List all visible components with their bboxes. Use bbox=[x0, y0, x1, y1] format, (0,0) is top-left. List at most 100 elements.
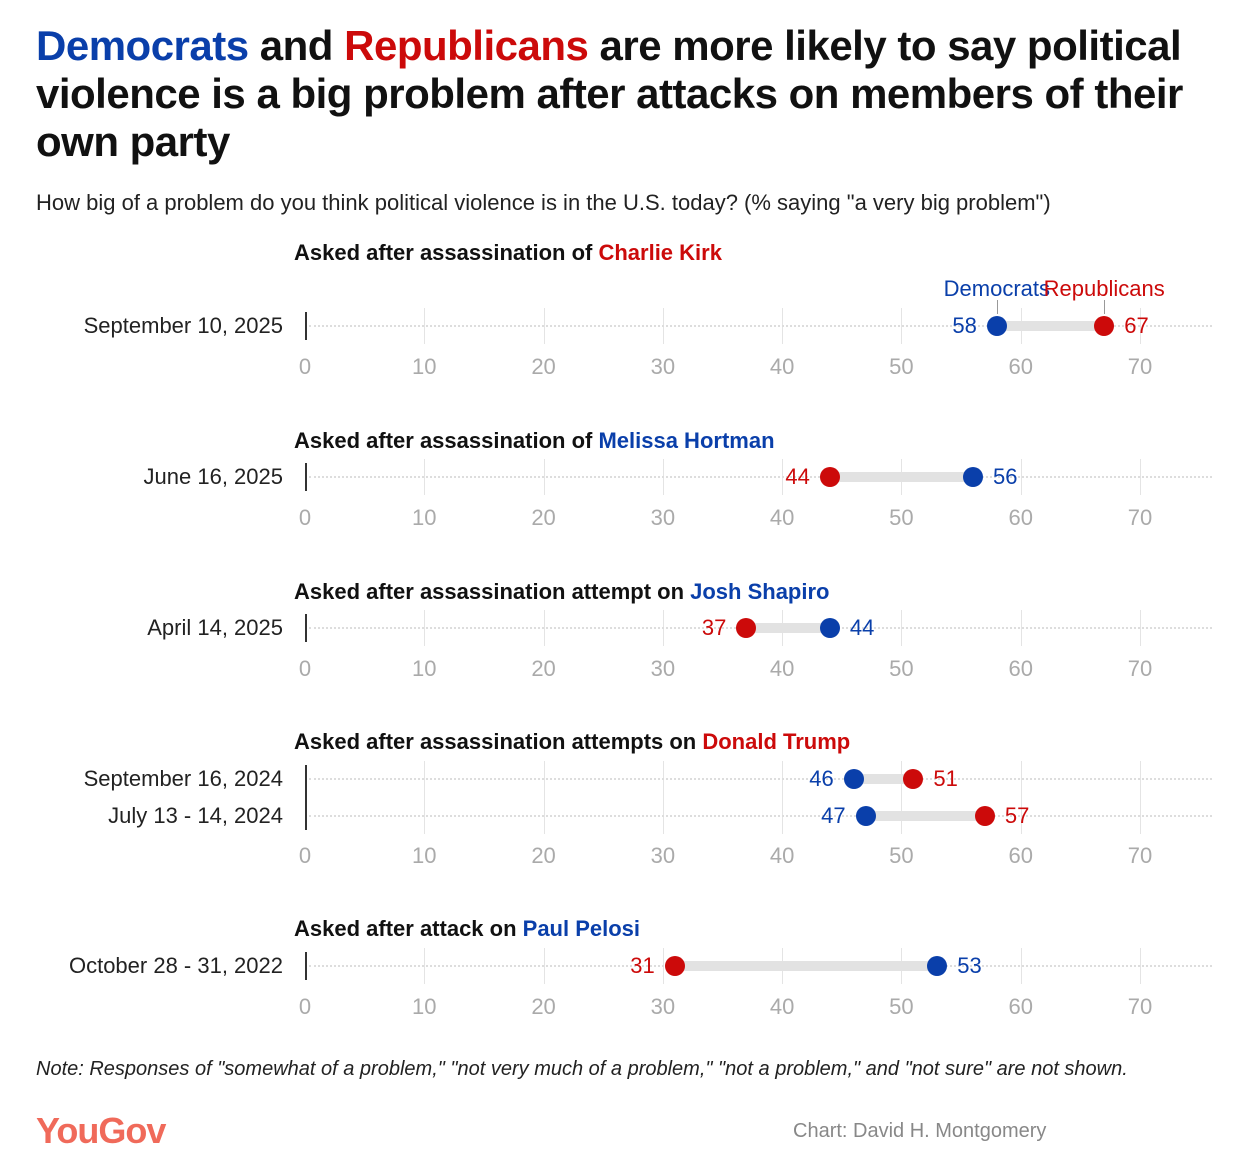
dem-value-label: 58 bbox=[952, 313, 977, 338]
rep-value-label: 67 bbox=[1124, 313, 1149, 338]
row-label: September 10, 2025 bbox=[83, 313, 283, 338]
rep-dot bbox=[819, 467, 840, 487]
range-bar bbox=[853, 774, 914, 784]
axis-tick-label: 10 bbox=[412, 505, 437, 530]
dem-value-label: 47 bbox=[821, 803, 846, 828]
axis-tick-label: 20 bbox=[531, 994, 556, 1019]
row-dotted-line bbox=[309, 815, 1212, 817]
gridline bbox=[424, 761, 426, 834]
chart-title: Democrats and Republicans are more likel… bbox=[36, 22, 1216, 166]
legend-rep: Republicans bbox=[1043, 276, 1165, 301]
axis-tick-label: 40 bbox=[769, 843, 795, 868]
axis-tick-label: 30 bbox=[650, 994, 676, 1019]
dem-dot bbox=[963, 467, 983, 487]
axis-tick-label: 70 bbox=[1127, 505, 1153, 530]
panel-heading-name: Melissa Hortman bbox=[598, 428, 775, 453]
axis-zero-line bbox=[305, 614, 307, 642]
axis-tick-label: 20 bbox=[531, 843, 556, 868]
credit: Chart: David H. Montgomery bbox=[793, 1120, 1047, 1142]
panel-heading-prefix: Asked after assassination attempt on bbox=[294, 579, 691, 604]
axis-tick-label: 30 bbox=[650, 505, 676, 530]
dem-dot bbox=[855, 806, 876, 826]
note: Note: Responses of "somewhat of a proble… bbox=[36, 1058, 1128, 1080]
gridline bbox=[782, 761, 784, 834]
dem-value-label: 53 bbox=[957, 953, 982, 978]
range-bar bbox=[674, 961, 938, 971]
panel-heading: Asked after assassination attempts on Do… bbox=[294, 729, 850, 755]
range-bar bbox=[865, 811, 985, 821]
row-label: June 16, 2025 bbox=[143, 464, 283, 489]
title-democrats: Democrats bbox=[36, 22, 249, 69]
axis-tick-label: 30 bbox=[650, 354, 676, 379]
axis-tick-label: 0 bbox=[298, 994, 312, 1019]
rep-value-label: 44 bbox=[785, 464, 810, 489]
panel-heading-prefix: Asked after assassination of bbox=[294, 240, 599, 265]
axis-tick-label: 50 bbox=[889, 505, 914, 530]
axis-tick-label: 30 bbox=[650, 656, 676, 681]
axis-tick-label: 40 bbox=[769, 994, 795, 1019]
rep-dot bbox=[736, 618, 757, 638]
axis-tick-label: 40 bbox=[769, 354, 795, 379]
axis-tick-label: 70 bbox=[1127, 354, 1153, 379]
axis-tick-label: 70 bbox=[1127, 994, 1153, 1019]
title-republicans: Republicans bbox=[344, 22, 589, 69]
axis-tick-label: 10 bbox=[412, 656, 437, 681]
axis-tick-label: 40 bbox=[769, 656, 795, 681]
rep-dot bbox=[1094, 316, 1115, 336]
legend-leader-line bbox=[1104, 300, 1106, 314]
axis-tick-label: 10 bbox=[412, 994, 437, 1019]
axis-tick-label: 0 bbox=[298, 656, 312, 681]
panel-heading: Asked after assassination of Melissa Hor… bbox=[294, 428, 775, 454]
row-label: October 28 - 31, 2022 bbox=[68, 953, 283, 978]
axis-tick-label: 0 bbox=[298, 505, 312, 530]
row-label: September 16, 2024 bbox=[83, 766, 283, 791]
panel-heading: Asked after assassination of Charlie Kir… bbox=[294, 240, 722, 266]
rep-value-label: 51 bbox=[933, 766, 958, 791]
rep-value-label: 31 bbox=[630, 953, 655, 978]
axis-tick-label: 30 bbox=[650, 843, 676, 868]
row-dotted-line bbox=[309, 325, 1212, 327]
dem-value-label: 44 bbox=[849, 615, 875, 640]
axis-tick-label: 60 bbox=[1008, 505, 1033, 530]
axis-tick-label: 70 bbox=[1127, 656, 1153, 681]
axis-tick-label: 50 bbox=[889, 994, 914, 1019]
axis-tick-label: 40 bbox=[769, 505, 795, 530]
rep-dot bbox=[974, 806, 995, 826]
axis-tick-label: 50 bbox=[889, 843, 914, 868]
gridline bbox=[901, 761, 903, 834]
yougov-logo: YouGov bbox=[36, 1110, 166, 1151]
axis-tick-label: 10 bbox=[412, 843, 437, 868]
axis-tick-label: 70 bbox=[1127, 843, 1153, 868]
panel-heading-prefix: Asked after assassination of bbox=[294, 428, 599, 453]
axis-zero-line bbox=[305, 312, 307, 340]
axis-tick-label: 60 bbox=[1008, 843, 1033, 868]
dem-dot bbox=[986, 316, 1007, 336]
dem-value-label: 56 bbox=[993, 464, 1018, 489]
gridline bbox=[543, 761, 545, 834]
gridline bbox=[662, 761, 664, 834]
subtitle: How big of a problem do you think politi… bbox=[36, 190, 1051, 215]
panel-heading-name: Paul Pelosi bbox=[522, 916, 641, 941]
rep-value-label: 37 bbox=[701, 615, 727, 640]
panel-heading-name: Josh Shapiro bbox=[690, 579, 830, 604]
panel-heading-prefix: Asked after attack on bbox=[294, 916, 523, 941]
panel-heading-prefix: Asked after assassination attempts on bbox=[294, 729, 703, 754]
row-label: July 13 - 14, 2024 bbox=[108, 803, 283, 828]
axis-zero-line bbox=[305, 952, 307, 980]
range-bar bbox=[746, 623, 830, 633]
gridline bbox=[1140, 761, 1141, 834]
legend-leader-line bbox=[996, 300, 998, 314]
panel-heading-name: Charlie Kirk bbox=[598, 240, 722, 265]
dem-dot bbox=[843, 769, 864, 789]
axis-tick-label: 50 bbox=[889, 656, 914, 681]
panel-heading-name: Donald Trump bbox=[702, 729, 851, 754]
panel-heading: Asked after attack on Paul Pelosi bbox=[294, 916, 640, 942]
rep-dot bbox=[903, 769, 924, 789]
row-label: April 14, 2025 bbox=[147, 615, 283, 640]
axis-tick-label: 60 bbox=[1008, 656, 1033, 681]
dem-value-label: 46 bbox=[809, 766, 834, 791]
axis-tick-label: 60 bbox=[1008, 994, 1033, 1019]
axis-tick-label: 0 bbox=[298, 843, 312, 868]
title-rest: are more likely to say political violenc… bbox=[36, 22, 1183, 165]
